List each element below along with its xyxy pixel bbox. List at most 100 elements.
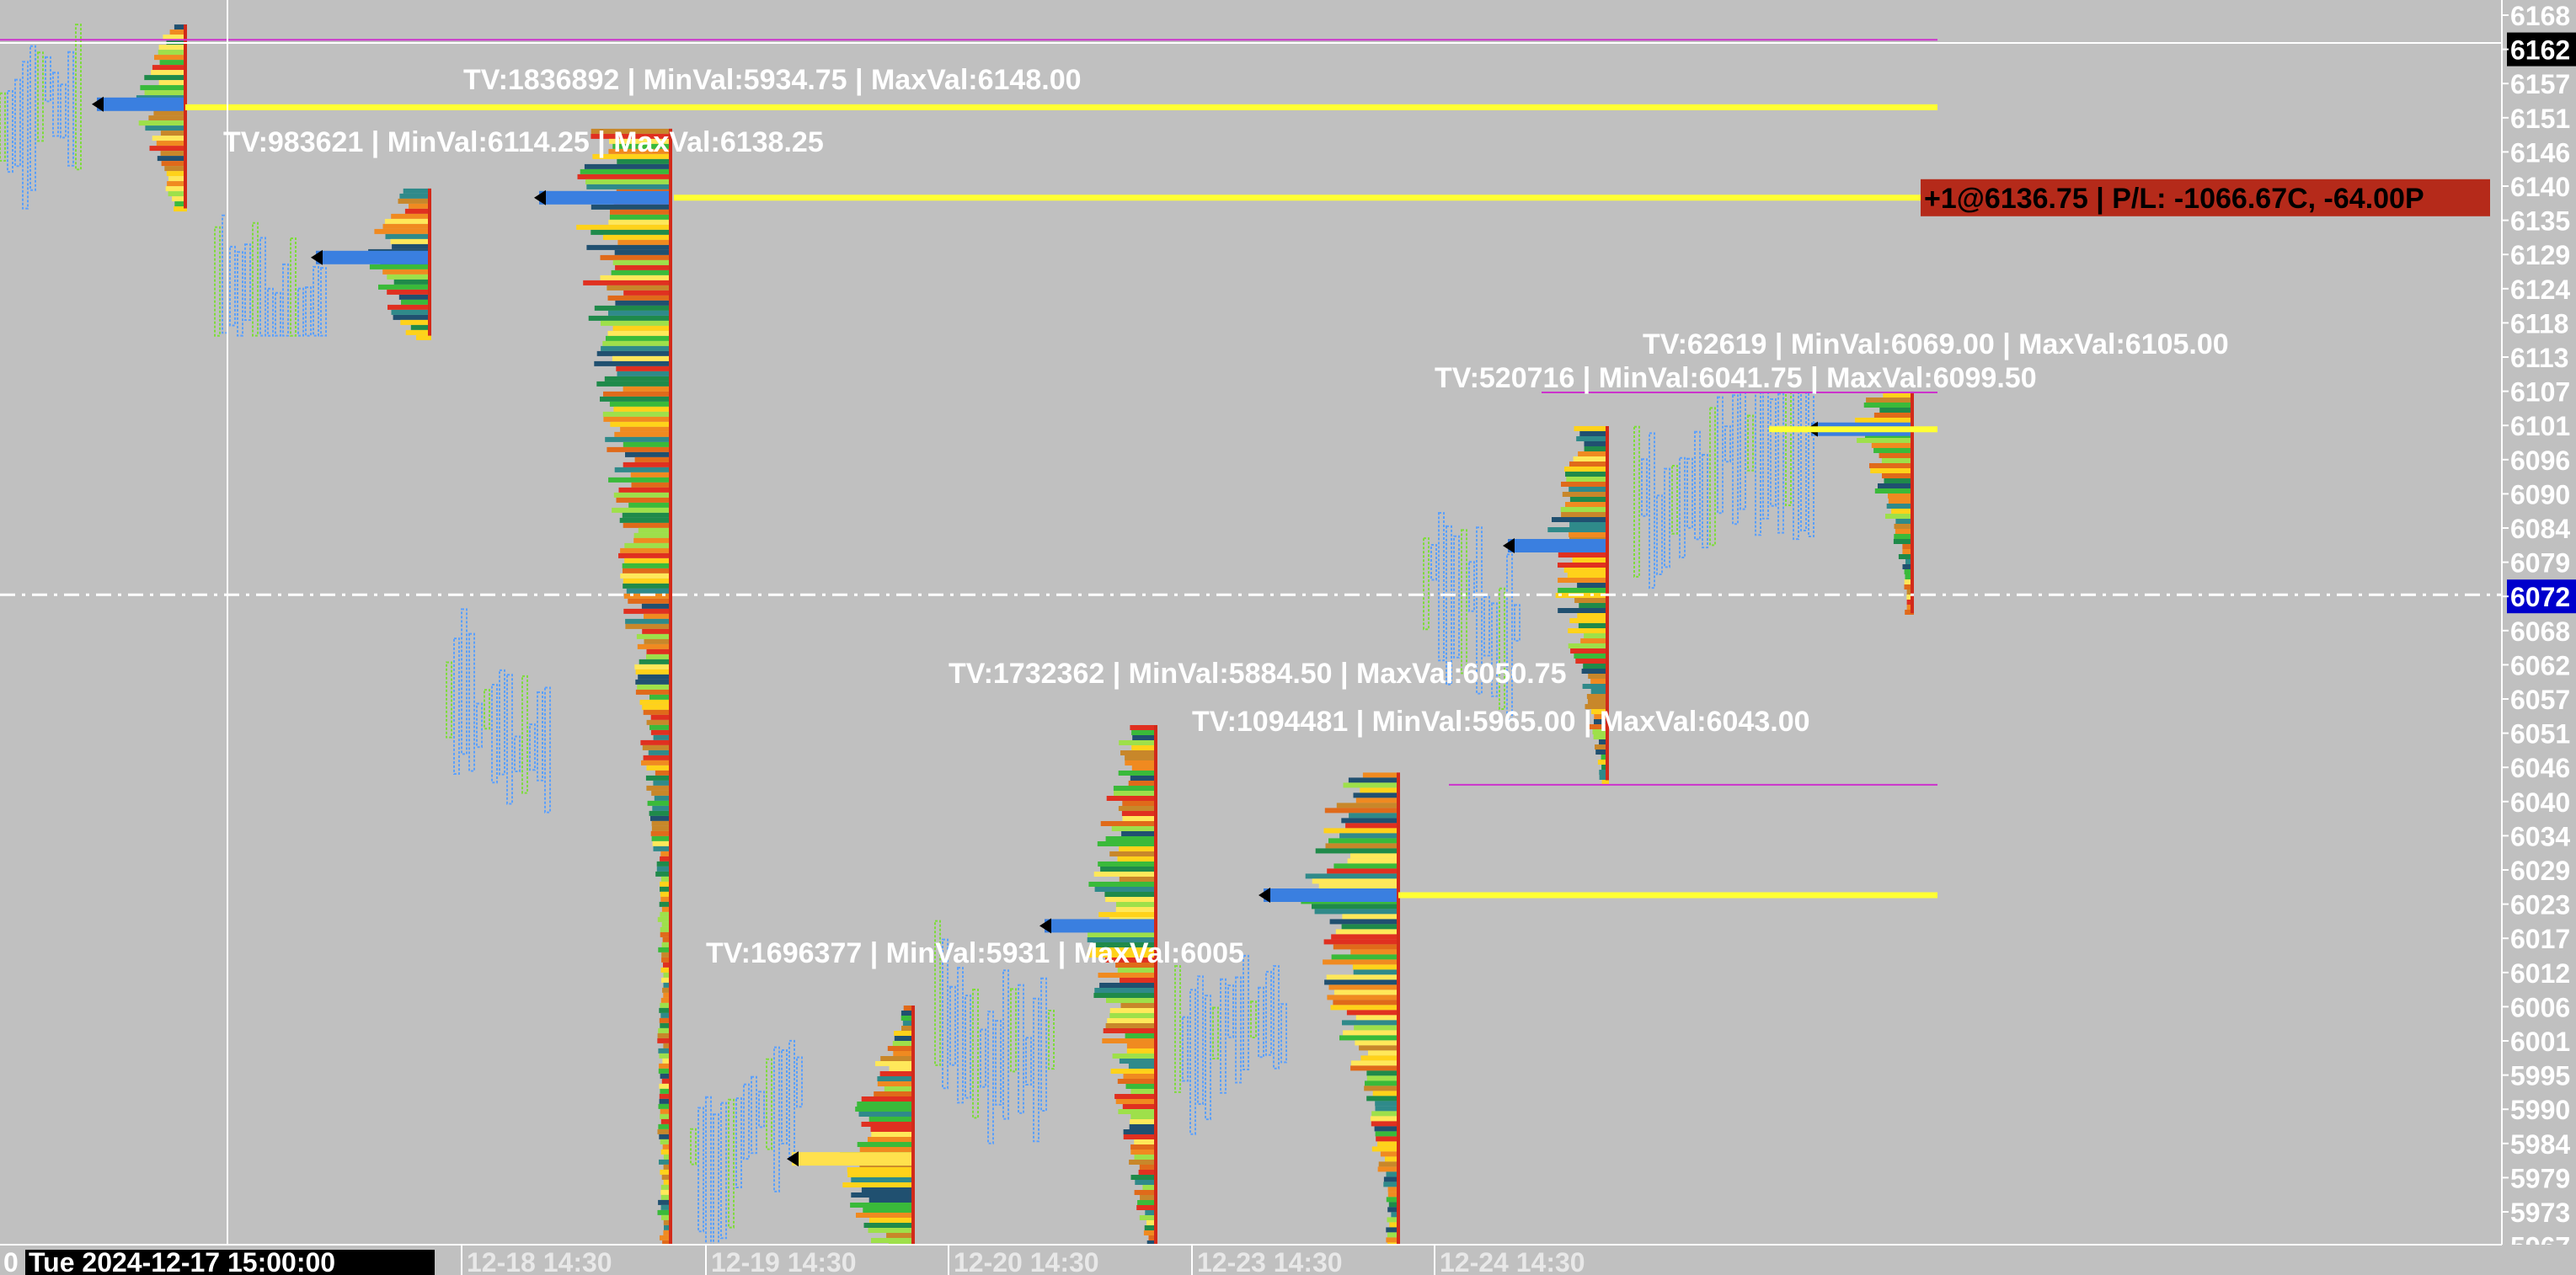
arrow-marker-icon <box>311 249 323 265</box>
profile-bar <box>614 467 672 472</box>
profile-bar <box>1884 478 1914 483</box>
profile-bar <box>588 315 672 321</box>
profile-bar <box>620 573 672 579</box>
profile-bar <box>1102 1038 1157 1043</box>
profile-bar <box>1129 1160 1157 1165</box>
profile-bar <box>842 1182 915 1187</box>
profile-bar <box>1905 610 1914 615</box>
tpo-column <box>1633 425 1640 578</box>
session-profile-2[interactable] <box>316 188 431 340</box>
profile-bar <box>169 29 187 35</box>
profile-bar <box>1572 557 1609 563</box>
tpo-column <box>290 237 297 337</box>
profile-bar <box>655 770 672 776</box>
profile-bar <box>1895 529 1914 534</box>
tpo-column <box>499 669 505 776</box>
profile-bar <box>634 456 672 462</box>
profile-bar <box>620 426 672 432</box>
tpo-column <box>697 1107 704 1233</box>
profile-bar <box>1584 441 1609 446</box>
tpo-column <box>229 245 236 327</box>
session-profile-6[interactable] <box>1264 772 1400 1248</box>
profile-bar <box>385 233 431 239</box>
profile-bar <box>1386 1227 1400 1233</box>
profile-bar <box>650 815 672 821</box>
profile-bar <box>1328 838 1400 844</box>
tpo-column <box>1189 989 1196 1135</box>
profile-bar <box>1333 990 1400 995</box>
profile-bar <box>1134 1190 1157 1195</box>
profile-bar <box>660 1139 672 1144</box>
tpo-session-5 <box>934 918 1055 1144</box>
profile-bar <box>1898 554 1914 559</box>
profile-bar <box>596 350 672 356</box>
profile-bar <box>1115 1099 1157 1104</box>
tpo-column <box>491 684 498 784</box>
profile-bar <box>401 299 431 305</box>
profile-bar <box>1581 669 1609 674</box>
profile-bar <box>663 1164 672 1170</box>
profile-bar <box>1587 699 1609 704</box>
profile-bar <box>1375 1106 1400 1112</box>
session-label-7: TV:520716 | MinVal:6041.75 | MaxVal:6099… <box>1435 362 2037 394</box>
position-label: +1@6136.75 | P/L: -1066.67C, -64.00P <box>1924 183 2424 215</box>
profile-bar <box>660 1204 672 1210</box>
tpo-column <box>1220 978 1227 1094</box>
profile-bar <box>1353 969 1400 975</box>
profile-bar <box>1574 654 1609 659</box>
profile-bar <box>1117 856 1157 862</box>
profile-bar <box>1882 473 1914 478</box>
profile-bar <box>393 279 431 285</box>
profile-bar <box>1588 674 1609 679</box>
profile-bar <box>387 289 431 295</box>
profile-bar <box>609 401 672 407</box>
session-profile-3[interactable] <box>539 128 672 1246</box>
profile-bar <box>1119 1059 1157 1064</box>
profile-bar <box>1359 1045 1400 1051</box>
tpo-column <box>1747 414 1754 472</box>
session-label-6: TV:1094481 | MinVal:5965.00 | MaxVal:604… <box>1192 706 1810 738</box>
level-lines <box>0 39 1937 899</box>
profile-bar <box>154 55 187 61</box>
profile-bar <box>591 128 672 134</box>
profile-bar <box>863 1223 915 1228</box>
profile-bar <box>663 1179 672 1185</box>
profile-bar <box>663 1219 672 1225</box>
tpo-column <box>1499 587 1505 711</box>
profile-bar <box>601 345 672 351</box>
profile-bar <box>861 1122 915 1127</box>
tpo-column <box>1197 975 1204 1106</box>
price-tick-label: 6001 <box>2510 1027 2570 1057</box>
profile-bar <box>633 537 672 543</box>
session-profile-8[interactable] <box>1811 392 1914 615</box>
profile-bar <box>1895 519 1914 524</box>
profile-bar <box>1906 589 1914 595</box>
profile-bar <box>608 310 672 316</box>
profile-bar <box>1569 522 1609 527</box>
session-profile-7[interactable] <box>1508 426 1609 785</box>
profile-bar <box>658 1199 672 1205</box>
profile-bar <box>892 1041 915 1046</box>
profile-bar <box>1906 600 1914 605</box>
price-tick-label: 5995 <box>2510 1061 2570 1091</box>
profile-bar <box>1569 461 1609 467</box>
profile-bar <box>1360 1055 1400 1061</box>
session-profile-1[interactable] <box>97 24 187 212</box>
price-axis-background <box>2502 0 2576 1275</box>
profile-bar <box>1582 684 1609 689</box>
profile-bar <box>1391 1212 1400 1218</box>
session-profile-4[interactable] <box>792 1006 915 1248</box>
profile-bar <box>1558 563 1609 568</box>
tpo-column <box>1205 995 1211 1121</box>
time-axis[interactable]: 0 Tue 2024-12-17 15:00:00 12-18 14:30 12-19… <box>0 1244 2576 1275</box>
profile-bar <box>1375 1131 1400 1137</box>
profile-bar <box>1902 549 1914 554</box>
profile-bar <box>887 1046 915 1051</box>
position-badge[interactable] <box>1921 179 2490 216</box>
profile-bar <box>174 24 187 30</box>
session-profile-5[interactable] <box>1045 725 1157 1246</box>
profile-bar <box>1371 1146 1400 1152</box>
